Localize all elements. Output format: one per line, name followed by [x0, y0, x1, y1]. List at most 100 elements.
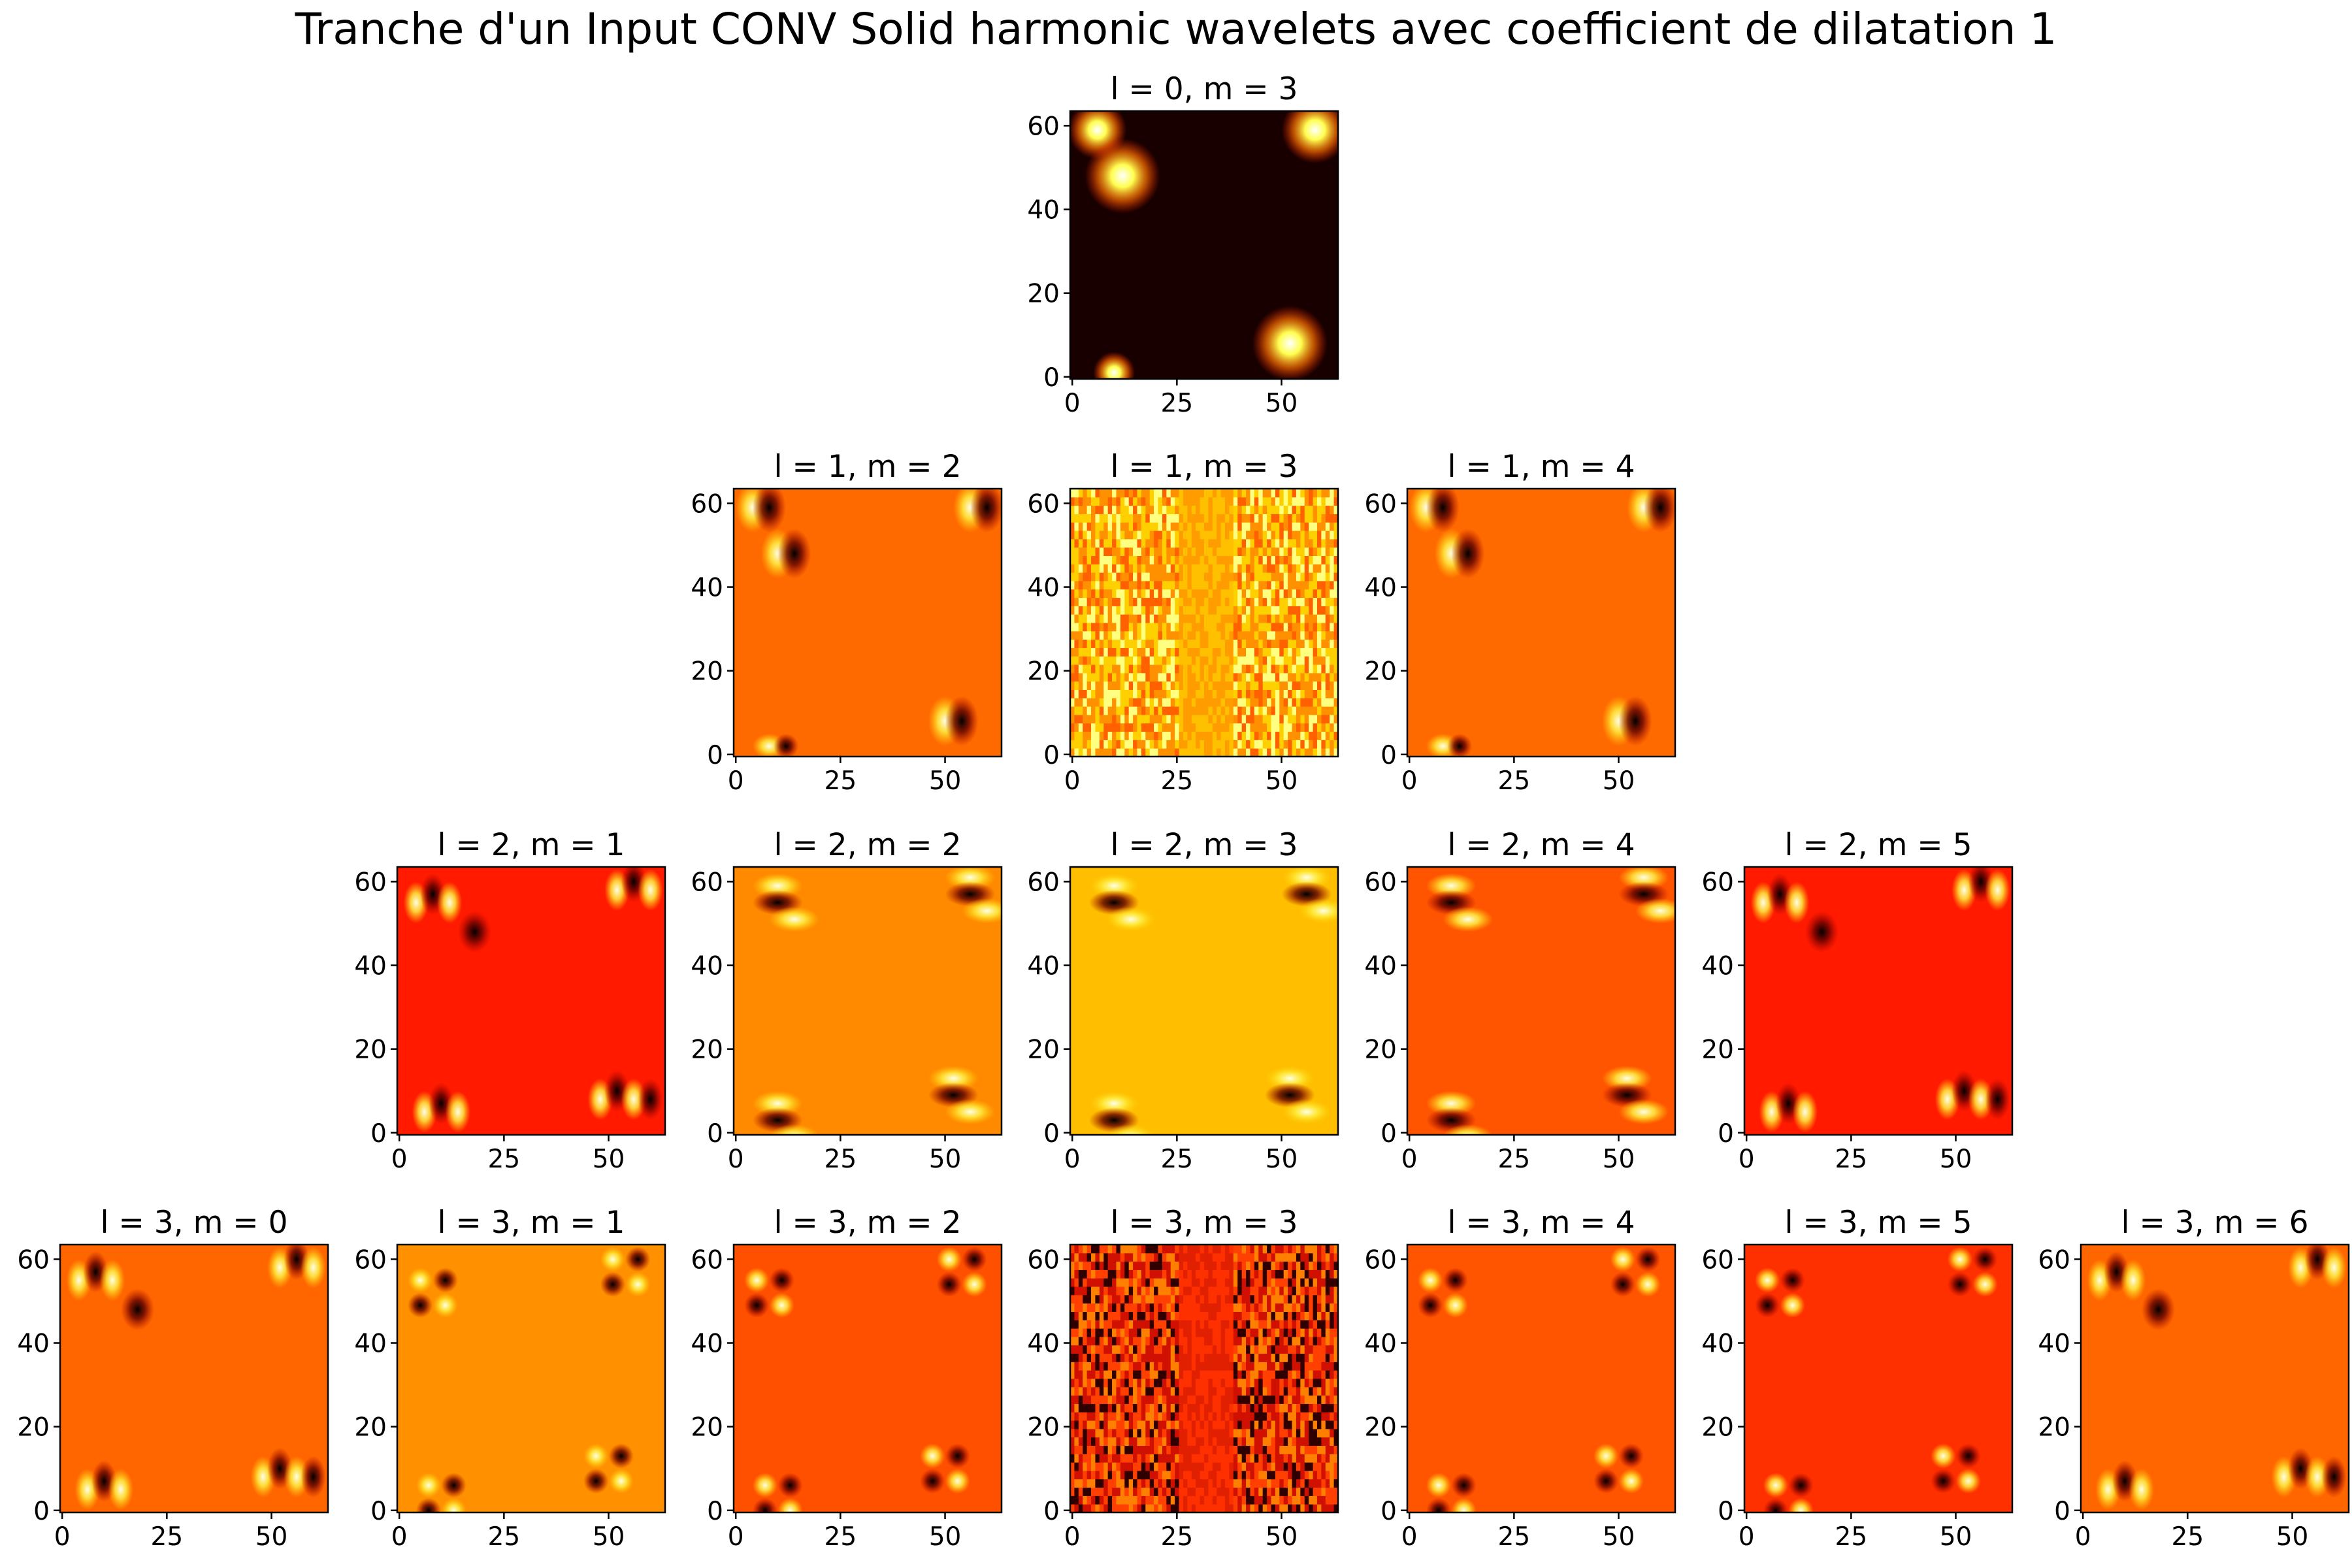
noise-cell: [1233, 731, 1238, 740]
noise-cell: [1083, 723, 1088, 732]
noise-cell: [1204, 1345, 1209, 1354]
noise-cell: [1237, 1261, 1243, 1270]
noise-cell: [1309, 748, 1314, 757]
noise-cell: [1225, 1345, 1230, 1354]
noise-cell: [1175, 748, 1180, 757]
noise-column: [1170, 489, 1175, 757]
noise-cell: [1187, 555, 1192, 564]
noise-cell: [1154, 731, 1159, 740]
noise-cell: [1220, 597, 1226, 606]
noise-cell: [1074, 672, 1079, 682]
heatmap-feature: [752, 489, 787, 533]
x-tick-label: 50: [2276, 1522, 2309, 1552]
noise-cell: [1116, 740, 1121, 749]
noise-cell: [1128, 572, 1134, 581]
noise-cell: [1086, 572, 1092, 581]
noise-cell: [1292, 681, 1297, 690]
noise-cell: [1241, 1269, 1247, 1279]
noise-cell: [1183, 1345, 1188, 1354]
noise-cell: [1112, 1495, 1117, 1505]
noise-cell: [1124, 614, 1130, 623]
noise-cell: [1304, 1311, 1309, 1320]
noise-cell: [1333, 1487, 1338, 1496]
noise-cell: [1212, 1336, 1217, 1346]
noise-cell: [1325, 1487, 1330, 1496]
noise-cell: [1112, 1445, 1117, 1454]
noise-cell: [1149, 740, 1154, 749]
noise-cell: [1083, 564, 1088, 573]
noise-cell: [1107, 1252, 1113, 1262]
noise-cell: [1103, 1454, 1109, 1463]
heatmap-feature: [1985, 869, 2010, 911]
noise-cell: [1233, 1495, 1238, 1505]
noise-cell: [1220, 555, 1226, 564]
x-tick-label: 25: [1161, 1522, 1194, 1552]
noise-cell: [1179, 1278, 1184, 1287]
noise-cell: [1091, 706, 1096, 715]
heatmap-feature: [1593, 1468, 1619, 1494]
noise-cell: [1208, 1252, 1213, 1262]
noise-cell: [1300, 489, 1305, 498]
noise-cell: [1321, 706, 1326, 715]
noise-cell: [1158, 1386, 1163, 1396]
noise-cell: [1191, 1420, 1196, 1429]
noise-cell: [1309, 564, 1314, 573]
noise-cell: [1217, 514, 1222, 523]
noise-cell: [1200, 1454, 1205, 1463]
noise-cell: [1124, 1294, 1130, 1304]
noise-cell: [1124, 1311, 1130, 1320]
noise-cell: [1275, 589, 1280, 598]
noise-cell: [1316, 1470, 1322, 1480]
noise-cell: [1141, 731, 1146, 740]
noise-cell: [1313, 723, 1318, 732]
noise-cell: [1116, 1478, 1121, 1488]
noise-cell: [1078, 614, 1083, 623]
noise-cell: [1170, 706, 1175, 715]
noise-cell: [1279, 1370, 1284, 1379]
noise-cell: [1292, 740, 1297, 749]
noise-cell: [1275, 1328, 1280, 1337]
noise-cell: [1191, 1328, 1196, 1337]
noise-cell: [1237, 1395, 1243, 1404]
noise-cell: [1288, 538, 1293, 548]
noise-cell: [1074, 664, 1079, 674]
noise-cell: [1154, 1445, 1159, 1454]
noise-cell: [1112, 1261, 1117, 1270]
noise-cell: [1086, 639, 1092, 648]
noise-cell: [1250, 1445, 1255, 1454]
noise-cell: [1103, 672, 1109, 682]
noise-column: [1074, 1245, 1079, 1512]
noise-cell: [1170, 489, 1175, 498]
noise-cell: [1078, 1370, 1083, 1379]
noise-cell: [1246, 614, 1250, 623]
noise-cell: [1250, 1286, 1255, 1296]
noise-cell: [1279, 514, 1284, 523]
noise-cell: [1179, 672, 1184, 682]
noise-cell: [1095, 706, 1100, 715]
noise-cell: [1124, 1403, 1130, 1413]
noise-cell: [1330, 681, 1335, 690]
noise-cell: [1145, 748, 1151, 757]
noise-cell: [1204, 723, 1209, 732]
noise-column: [1321, 489, 1326, 757]
heatmap-feature: [752, 1497, 778, 1512]
noise-cell: [1296, 1420, 1301, 1429]
heatmap-feature: [416, 1473, 442, 1498]
noise-cell: [1183, 1245, 1188, 1254]
noise-column: [1283, 1245, 1288, 1512]
noise-cell: [1204, 597, 1209, 606]
noise-cell: [1296, 664, 1301, 674]
noise-cell: [1107, 1445, 1113, 1454]
noise-cell: [1217, 731, 1222, 740]
noise-cell: [1141, 555, 1146, 564]
noise-cell: [1137, 656, 1142, 665]
noise-cell: [1183, 514, 1188, 523]
noise-cell: [1208, 547, 1213, 556]
noise-cell: [1254, 1478, 1259, 1488]
noise-cell: [1258, 681, 1264, 690]
noise-cell: [1217, 538, 1222, 548]
noise-cell: [1304, 1478, 1309, 1488]
noise-cell: [1279, 1328, 1284, 1337]
noise-cell: [1262, 1286, 1267, 1296]
